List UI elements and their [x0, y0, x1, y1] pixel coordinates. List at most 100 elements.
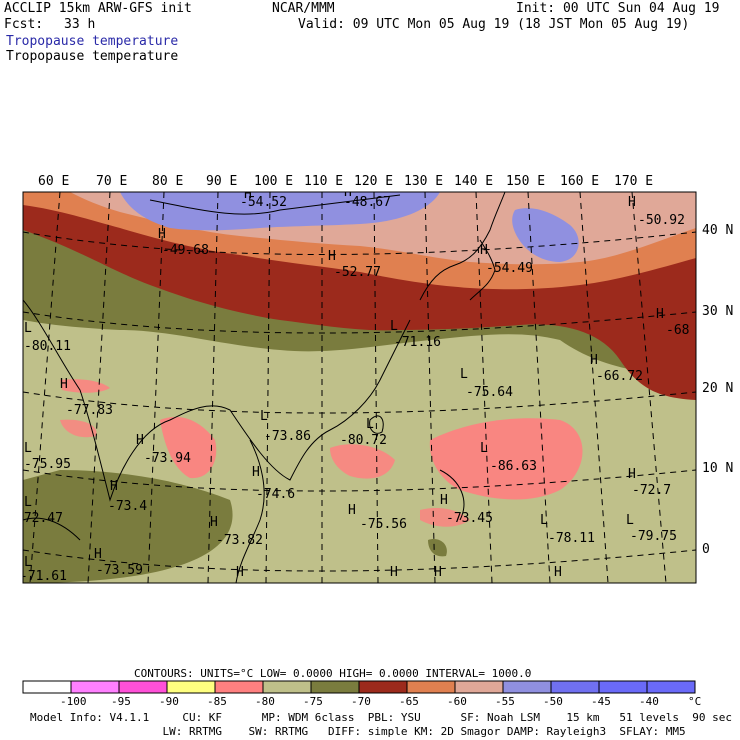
extremum-kind: H	[210, 515, 218, 530]
extremum-value: -72.7	[632, 483, 671, 498]
extremum-kind: H	[252, 465, 260, 480]
lon-label-100e: 100 E	[254, 174, 293, 189]
extremum-value: -86.63	[490, 459, 537, 474]
lat-label-40n: 40 N	[702, 223, 733, 238]
model-info-line1: Model Info: V4.1.1 CU: KF MP: WDM 6class…	[30, 711, 732, 724]
extremum-value: -77.83	[66, 403, 113, 418]
longitude-labels: 60 E 70 E 80 E 90 E 100 E 110 E 120 E 13…	[38, 174, 653, 189]
extremum-kind: H	[60, 377, 68, 392]
extremum-value: -54.49	[486, 261, 533, 276]
asia-coastline	[23, 299, 411, 502]
legend-swatch	[22, 680, 72, 694]
extremum-kind: L	[24, 555, 32, 570]
legend-tick: -50	[543, 695, 563, 708]
legend-swatch	[118, 680, 168, 694]
coastlines	[23, 192, 506, 583]
extremum-value: -71.61	[20, 569, 67, 584]
lat-label-eq: 0	[702, 542, 710, 557]
legend-colorbar	[22, 680, 696, 694]
extremum-kind: H	[94, 547, 102, 562]
extremum-kind: H	[440, 493, 448, 508]
east-asia-coastline	[419, 192, 506, 301]
lon-label-110e: 110 E	[304, 174, 343, 189]
cold-patch-bay-of-bengal	[160, 416, 217, 479]
northern-border	[149, 194, 401, 215]
lon-label-160e: 160 E	[560, 174, 599, 189]
legend-tick: -45	[591, 695, 611, 708]
extremum-kind: H	[348, 503, 356, 518]
extremum-kind: H	[480, 243, 488, 258]
extrema-labels: H -54.52 H -48.67 H -50.92 H -49.68 H -5…	[20, 185, 689, 584]
legend-tick: -85	[207, 695, 227, 708]
extremum-value: -71.16	[394, 335, 441, 350]
extremum-kind: H	[344, 185, 352, 200]
extremum-kind: L	[460, 367, 468, 382]
field-band-50-45-north	[120, 192, 440, 231]
extremum-value: -73.82	[216, 533, 263, 548]
legend-swatch	[358, 680, 408, 694]
extremum-value: -75.95	[24, 457, 71, 472]
cold-patch-arabian-sea	[60, 419, 97, 438]
extremum-kind: H	[554, 565, 562, 580]
lat-label-30n: 30 N	[702, 304, 733, 319]
extremum-kind: H	[390, 565, 398, 580]
extremum-value: -48.67	[344, 195, 391, 210]
field-band-50-45-east	[512, 208, 579, 262]
lon-label-170e: 170 E	[614, 174, 653, 189]
contour-info: CONTOURS: UNITS=°C LOW= 0.0000 HIGH= 0.0…	[134, 667, 531, 680]
legend-tick: -80	[255, 695, 275, 708]
extremum-value: -75.56	[360, 517, 407, 532]
extremum-value: -66.72	[596, 369, 643, 384]
lon-label-130e: 130 E	[404, 174, 443, 189]
extremum-value: -73.4	[108, 499, 147, 514]
indochina-coast	[235, 439, 265, 583]
lon-label-90e: 90 E	[206, 174, 237, 189]
extremum-value: -73.94	[144, 451, 191, 466]
legend-tick-labels: -100 -95 -90 -85 -80 -75 -70 -65 -60 -55…	[60, 695, 701, 708]
legend-swatch	[454, 680, 504, 694]
legend-tick: -55	[495, 695, 515, 708]
extremum-value: -49.68	[162, 243, 209, 258]
extremum-kind: H	[656, 307, 664, 322]
taiwan-outline	[369, 415, 384, 434]
init-time: Init: 00 UTC Sun 04 Aug 19	[516, 1, 720, 16]
field-title-contour: Tropopause temperature	[6, 49, 179, 64]
lon-label-150e: 150 E	[506, 174, 545, 189]
extremum-kind: H	[590, 353, 598, 368]
cold-patch-equatorial	[420, 508, 470, 527]
legend-tick: -75	[303, 695, 323, 708]
legend-tick: -40	[639, 695, 659, 708]
legend-swatch	[406, 680, 456, 694]
philippines-outline	[439, 469, 465, 521]
extremum-value: -75.64	[466, 385, 513, 400]
extremum-kind: L	[24, 495, 32, 510]
extremum-kind: L	[260, 409, 268, 424]
legend-swatch	[214, 680, 264, 694]
legend-tick: -95	[111, 695, 131, 708]
extremum-kind: L	[24, 321, 32, 336]
extremum-kind: L	[24, 441, 32, 456]
extremum-kind: H	[628, 195, 636, 210]
extremum-value: -52.77	[334, 265, 381, 280]
field-low-band-southwest	[23, 470, 233, 583]
legend-swatch	[550, 680, 600, 694]
japan-outline	[469, 239, 496, 301]
extremum-kind: L	[366, 417, 374, 432]
extremum-kind: L	[390, 319, 398, 334]
extremum-kind: L	[480, 441, 488, 456]
lat-label-10n: 10 N	[702, 461, 733, 476]
extremum-value: -73.86	[264, 429, 311, 444]
legend-tick: -60	[447, 695, 467, 708]
map-frame	[22, 191, 697, 584]
extremum-value: -78.11	[548, 531, 595, 546]
model-title: ACCLIP 15km ARW-GFS init	[4, 1, 192, 16]
extremum-value: -74.6	[256, 487, 295, 502]
lon-label-80e: 80 E	[152, 174, 183, 189]
legend-tick: -90	[159, 695, 179, 708]
valid-time: Valid: 09 UTC Mon 05 Aug 19 (18 JST Mon …	[298, 17, 690, 32]
legend-tick: -100	[60, 695, 87, 708]
extremum-value: -50.92	[638, 213, 685, 228]
graticule	[23, 192, 696, 583]
extremum-kind: L	[626, 513, 634, 528]
